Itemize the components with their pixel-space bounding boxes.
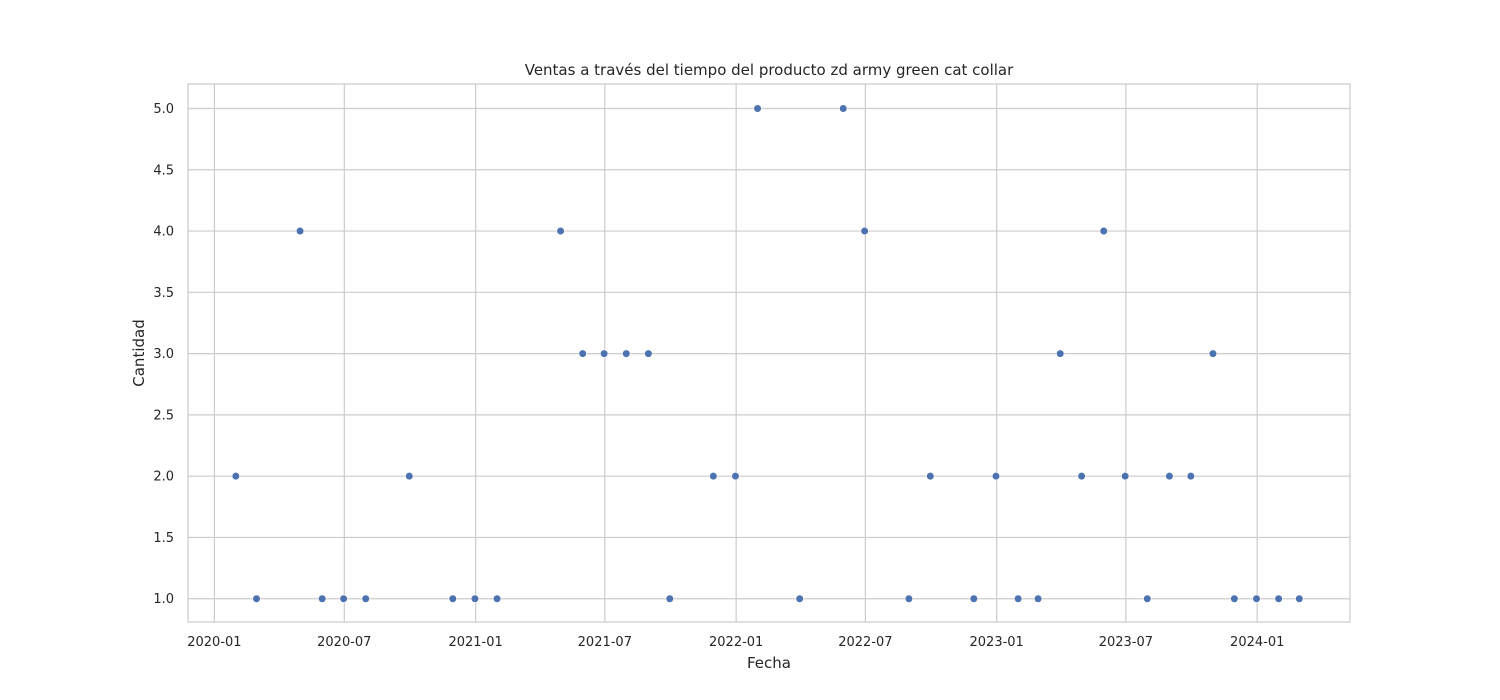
x-tick-label: 2020-01 [187,635,241,650]
x-tick-label: 2023-07 [1099,635,1153,650]
data-point [753,104,762,113]
point-layer [231,104,1304,603]
data-point [926,472,935,481]
x-axis-label: Fecha [747,654,791,672]
data-point [1230,594,1239,603]
data-point [578,349,587,358]
data-point [709,472,718,481]
data-point [600,349,609,358]
y-tick-label: 4.5 [153,163,174,178]
plot-frame [187,83,1351,623]
data-point [1099,226,1108,236]
data-point [1274,594,1283,603]
data-point [1208,349,1218,358]
data-point [839,104,848,113]
data-point [644,349,653,358]
data-point [1121,472,1130,481]
y-tick-label: 3.5 [153,286,174,301]
data-point [860,226,869,236]
data-point [1295,594,1304,603]
data-point [904,594,913,603]
data-point [405,472,414,481]
y-tick-label: 2.5 [153,408,174,423]
data-point [295,226,305,236]
y-tick-label: 1.5 [153,531,174,546]
y-axis-label: Cantidad [130,319,148,386]
data-point [622,349,631,358]
data-point [339,594,348,603]
x-tick-label: 2021-07 [578,635,632,650]
x-tick-label: 2023-01 [970,635,1024,650]
x-tick-label: 2022-01 [709,635,763,650]
y-tick-label: 1.0 [153,592,174,607]
data-point [231,472,240,481]
data-point [318,594,327,603]
data-point [556,226,565,236]
data-point [1186,472,1195,481]
x-tick-label: 2021-01 [448,635,502,650]
data-point [448,594,457,603]
data-point [470,594,480,603]
x-tick-label: 2020-07 [317,635,371,650]
y-tick-label: 4.0 [153,225,174,240]
x-tick-label: 2022-07 [838,635,892,650]
tick-layer: 2020-01 2020-07 2021-01 2021-07 2022-01 2022-… [153,102,1284,650]
data-point [1014,594,1023,603]
data-point [492,594,502,603]
data-point [1252,594,1261,603]
data-point [731,472,740,481]
data-point [665,594,674,603]
data-point [1077,472,1086,481]
data-point [1143,594,1152,603]
chart-title: Ventas a través del tiempo del producto … [525,61,1014,79]
data-point [1165,472,1174,481]
y-tick-label: 3.0 [153,347,174,362]
data-point [1056,349,1065,358]
data-point [1033,594,1043,603]
y-tick-label: 5.0 [153,102,174,117]
data-point [361,594,370,603]
y-tick-label: 2.0 [153,470,174,485]
data-point [991,472,1001,481]
grid-layer [188,84,1350,622]
data-point [969,594,978,603]
data-point [252,594,261,603]
x-tick-label: 2024-01 [1230,635,1284,650]
data-point [795,594,804,603]
